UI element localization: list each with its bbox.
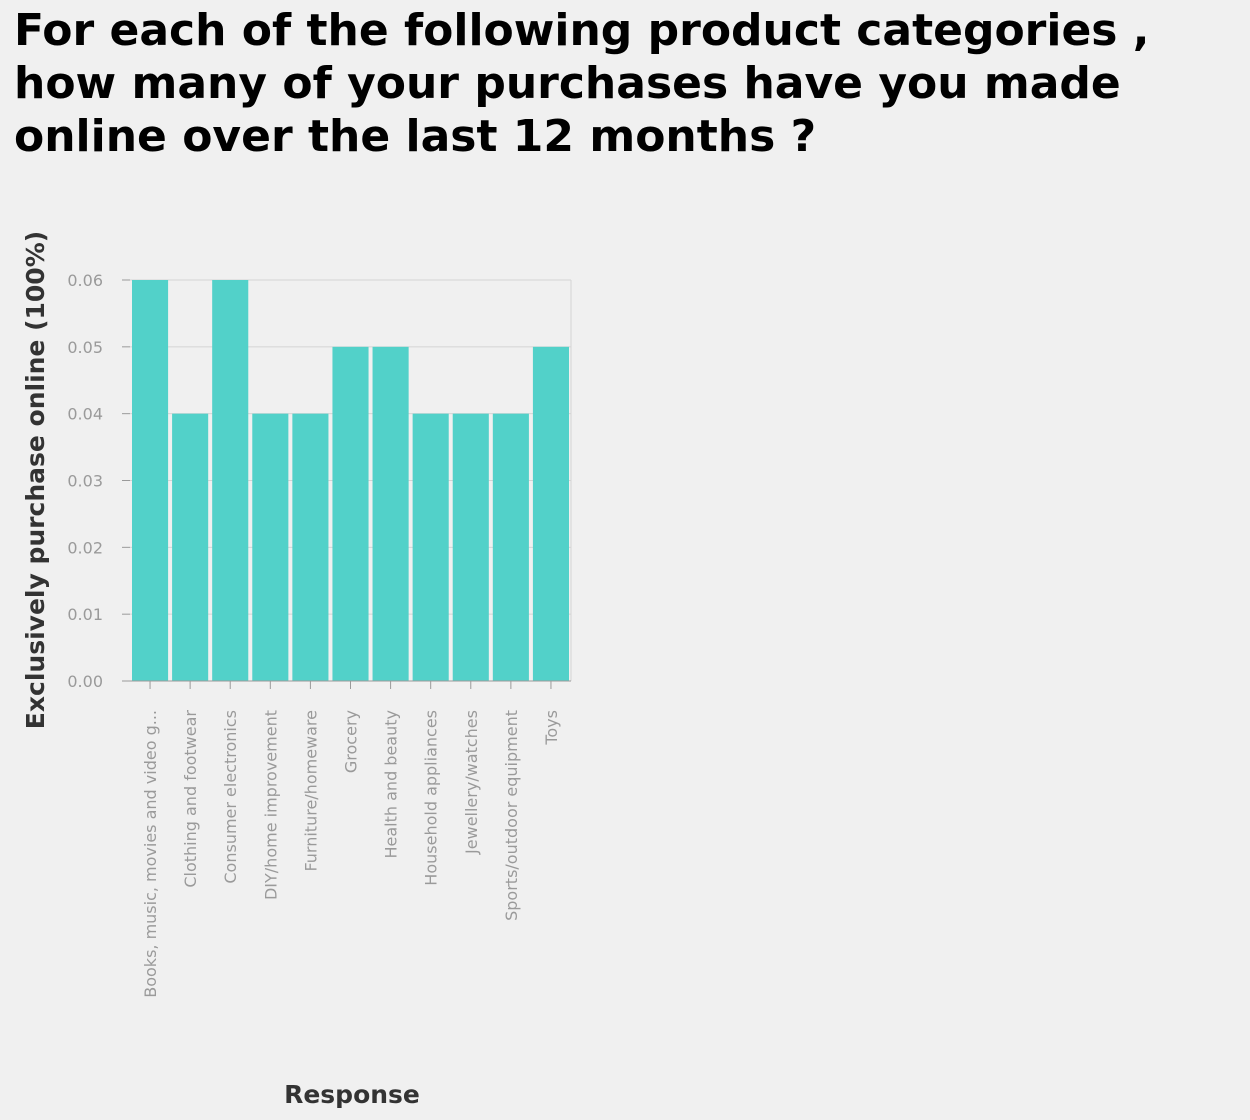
bar [492,413,529,681]
bar [452,413,489,681]
x-tick-label: Consumer electronics [221,710,240,884]
y-tick-label: 0.02 [67,538,103,557]
bars [132,280,569,681]
bar [172,413,209,681]
x-axis-ticks: Books, music, movies and video g... Cloth… [130,680,571,998]
y-tick-label: 0.03 [67,472,103,491]
x-tick-label: Books, music, movies and video g... [141,710,160,998]
bar [412,413,449,681]
x-tick-label: Health and beauty [382,710,401,859]
x-tick-label: DIY/home improvement [261,710,280,900]
bar [372,346,409,681]
y-tick-label: 0.00 [67,672,103,691]
bar [252,413,289,681]
bar [332,346,369,681]
x-tick-label: Sports/outdoor equipment [502,710,521,921]
x-tick-label: Household appliances [422,710,441,886]
y-tick-label: 0.06 [67,271,103,290]
x-tick-label: Clothing and footwear [181,710,200,888]
bar [212,280,249,681]
x-tick-label: Furniture/homeware [301,710,320,872]
bar [532,346,569,681]
bar [132,280,169,681]
bar [292,413,329,681]
x-tick-label: Toys [542,710,561,746]
y-tick-label: 0.05 [67,338,103,357]
y-axis-ticks: 0.00 0.01 0.02 0.03 0.04 0.05 0.06 [67,271,130,691]
y-axis-title: Exclusively purchase online (100%) [21,231,50,729]
x-axis-title: Response [284,1080,420,1109]
y-tick-label: 0.01 [67,605,103,624]
y-tick-label: 0.04 [67,405,103,424]
chart-title: For each of the following product catego… [14,5,1150,162]
x-tick-label: Jewellery/watches [462,710,481,855]
x-tick-label: Grocery [342,710,361,773]
